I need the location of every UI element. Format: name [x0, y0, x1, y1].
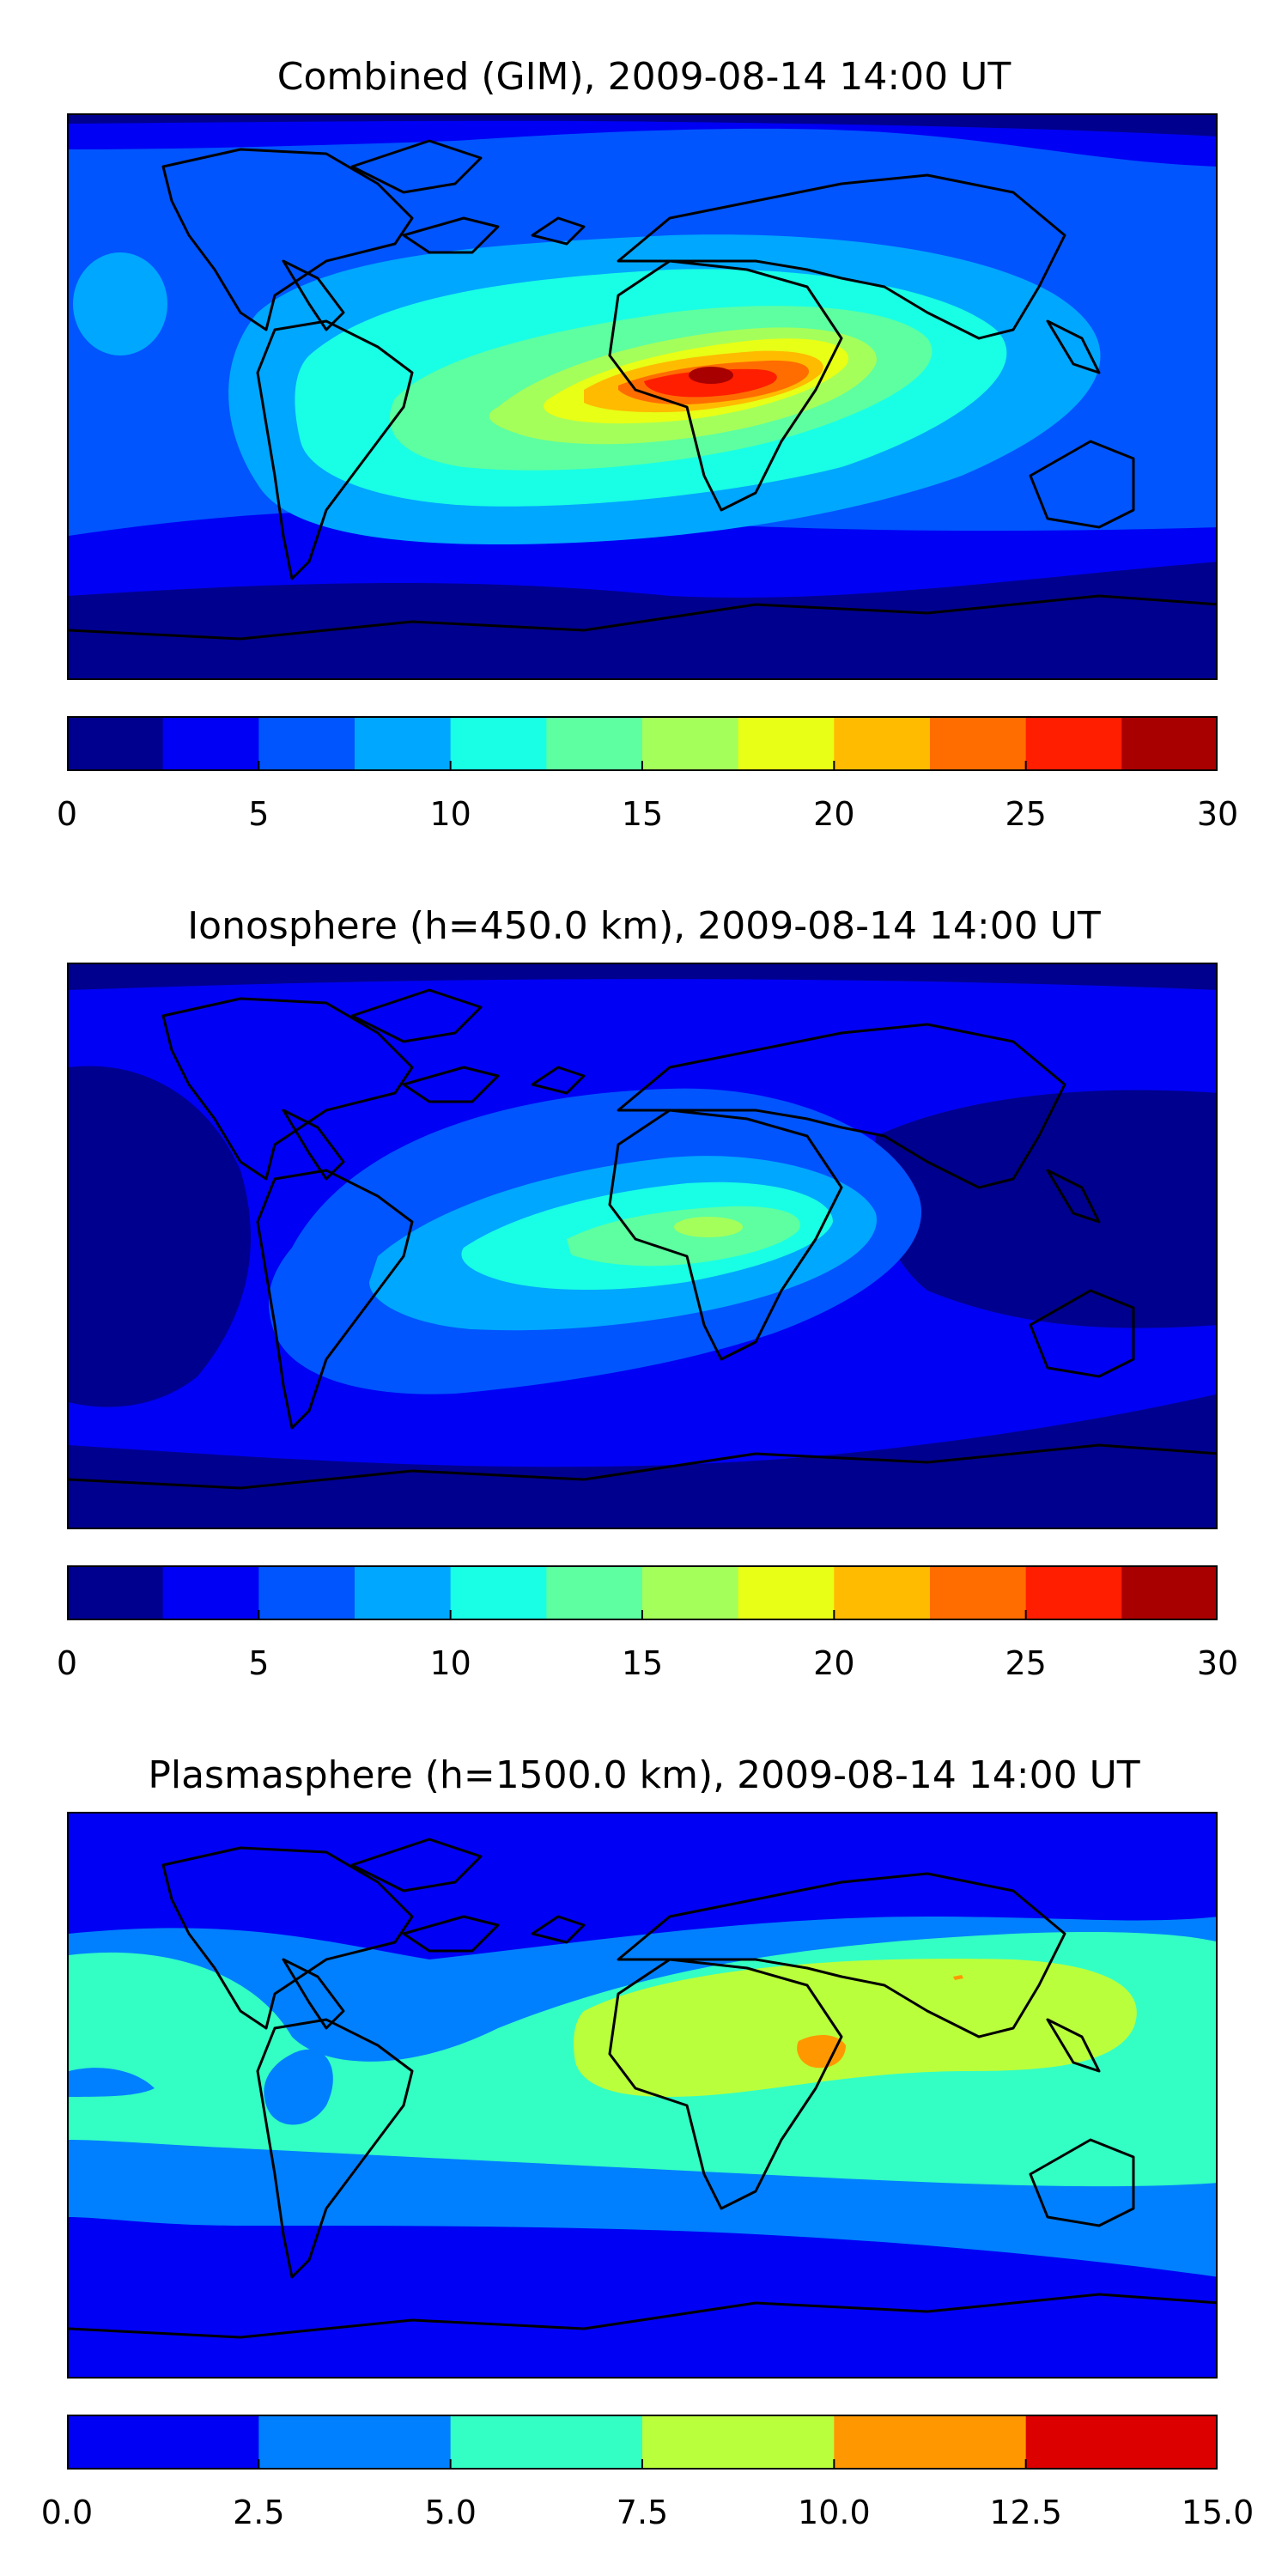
combined-colorbar-cells: [67, 716, 1218, 771]
colorbar-cell: [450, 2415, 643, 2470]
plasmasphere-colorbar-tick-labels: 0.0 2.5 5.0 7.5 10.0 12.5 15.0: [41, 2494, 1255, 2545]
colorbar-tick-label: 10: [429, 795, 471, 833]
combined-map: [67, 113, 1218, 680]
plasmasphere-map-svg: [69, 1814, 1216, 2377]
colorbar-cell: [67, 2415, 259, 2470]
colorbar-tick-label: 12.5: [989, 2494, 1062, 2531]
colorbar-tick-label: 30: [1196, 795, 1239, 833]
colorbar-cell: [834, 2415, 1027, 2470]
colorbar-tick-label: 15: [621, 795, 664, 833]
colorbar-cell: [258, 1565, 355, 1620]
combined-colorbar-ticks: [67, 761, 1218, 771]
colorbar-cell: [930, 716, 1027, 771]
ionosphere-coastlines: [69, 988, 1216, 1490]
colorbar-tick-label: 20: [813, 1644, 855, 1682]
ionosphere-colorbar: [67, 1565, 1218, 1620]
colorbar-tick-label: 7.5: [616, 2494, 669, 2531]
colorbar-tick-label: 10: [429, 1644, 471, 1682]
ionosphere-colorbar-tick-labels: 0 5 10 15 20 25 30: [57, 1644, 1238, 1696]
colorbar-cell: [162, 716, 259, 771]
colorbar-cell: [834, 716, 931, 771]
colorbar-cell: [355, 716, 452, 771]
ionosphere-colorbar-ticks: [67, 1610, 1218, 1620]
colorbar-cell: [642, 716, 739, 771]
colorbar-tick-label: 30: [1196, 1644, 1239, 1682]
plasmasphere-colorbar: [67, 2415, 1218, 2470]
colorbar-cell: [546, 1565, 643, 1620]
colorbar-cell: [67, 1565, 164, 1620]
colorbar-cell: [355, 1565, 452, 1620]
colorbar-cell: [1025, 2415, 1218, 2470]
colorbar-cell: [450, 716, 547, 771]
colorbar-tick-label: 2.5: [233, 2494, 285, 2531]
plasmasphere-title: Plasmasphere (h=1500.0 km), 2009-08-14 1…: [148, 1753, 1140, 1797]
plasmasphere-colorbar-cells: [67, 2415, 1218, 2470]
colorbar-tick-label: 0: [56, 1644, 78, 1682]
colorbar-cell: [67, 716, 164, 771]
colorbar-cell: [258, 716, 355, 771]
colorbar-cell: [450, 1565, 547, 1620]
ionosphere-title: Ionosphere (h=450.0 km), 2009-08-14 14:0…: [187, 904, 1101, 948]
colorbar-tick-label: 5: [248, 795, 270, 833]
colorbar-tick-label: 0.0: [40, 2494, 94, 2531]
colorbar-cell: [738, 1565, 835, 1620]
ionosphere-colorbar-cells: [67, 1565, 1218, 1620]
combined-title: Combined (GIM), 2009-08-14 14:00 UT: [276, 55, 1012, 99]
plasmasphere-colorbar-ticks: [67, 2459, 1218, 2470]
colorbar-tick-label: 15.0: [1181, 2494, 1255, 2531]
ionosphere-contours: [69, 964, 1216, 1528]
ionosphere-map-svg: [69, 964, 1216, 1528]
colorbar-tick-label: 5: [248, 1644, 270, 1682]
colorbar-cell: [162, 1565, 259, 1620]
colorbar-cell: [930, 1565, 1027, 1620]
combined-contours: [69, 115, 1216, 678]
colorbar-cell: [834, 1565, 931, 1620]
plasmasphere-contours: [69, 1814, 1216, 2377]
combined-colorbar: [67, 716, 1218, 771]
colorbar-cell: [1121, 716, 1218, 771]
colorbar-tick-label: 20: [813, 795, 855, 833]
plasmasphere-coastlines: [69, 1838, 1216, 2339]
colorbar-cell: [1025, 716, 1122, 771]
colorbar-tick-label: 5.0: [424, 2494, 477, 2531]
colorbar-cell: [1121, 1565, 1218, 1620]
colorbar-tick-label: 15: [621, 1644, 664, 1682]
colorbar-tick-label: 25: [1005, 795, 1047, 833]
colorbar-tick-label: 25: [1005, 1644, 1047, 1682]
colorbar-cell: [1025, 1565, 1122, 1620]
colorbar-cell: [546, 716, 643, 771]
combined-colorbar-tick-labels: 0 5 10 15 20 25 30: [57, 795, 1238, 847]
colorbar-cell: [258, 2415, 452, 2470]
colorbar-cell: [642, 2415, 835, 2470]
ionosphere-map: [67, 963, 1218, 1529]
combined-coastlines: [69, 139, 1216, 641]
colorbar-cell: [738, 716, 835, 771]
plasmasphere-map: [67, 1812, 1218, 2379]
colorbar-tick-label: 0: [56, 795, 78, 833]
colorbar-cell: [642, 1565, 739, 1620]
colorbar-tick-label: 10.0: [798, 2494, 871, 2531]
combined-map-svg: [69, 115, 1216, 678]
